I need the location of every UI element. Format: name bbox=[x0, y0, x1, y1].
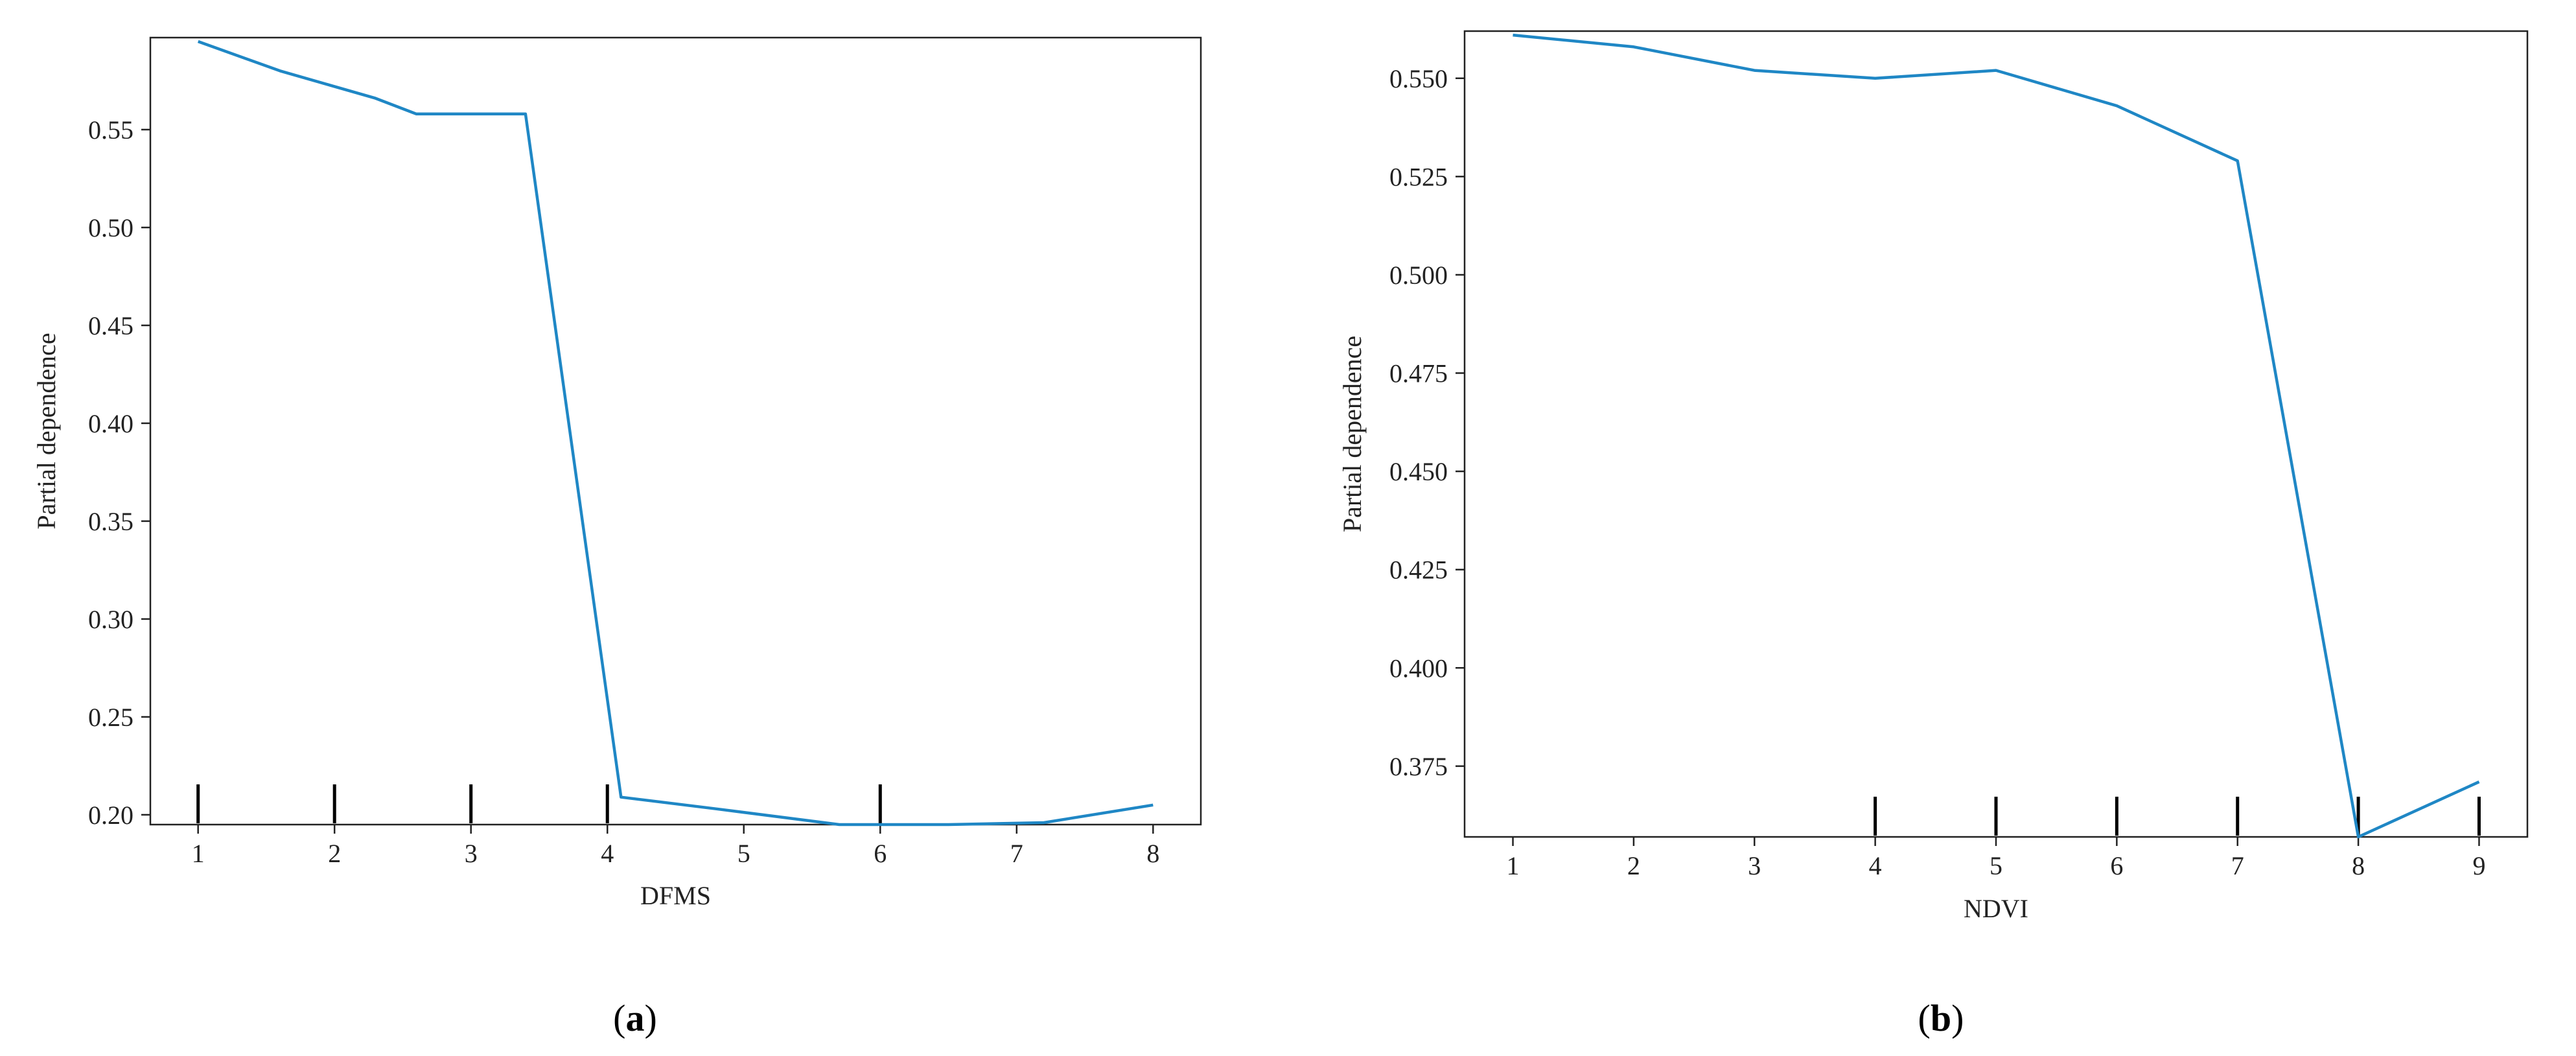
x-tick-label: 8 bbox=[1146, 839, 1159, 868]
x-tick-label: 5 bbox=[737, 839, 750, 868]
x-tick-label: 6 bbox=[874, 839, 887, 868]
x-tick-label: 7 bbox=[1010, 839, 1023, 868]
y-tick-label: 0.35 bbox=[88, 507, 133, 536]
y-tick-label: 0.20 bbox=[88, 801, 133, 830]
caption-b-letter: b bbox=[1931, 997, 1951, 1039]
x-tick-label: 3 bbox=[1748, 851, 1761, 880]
x-tick-label: 8 bbox=[2352, 851, 2365, 880]
partial-dependence-line bbox=[197, 40, 1154, 827]
caption-a-letter: a bbox=[626, 997, 645, 1039]
y-tick-label: 0.550 bbox=[1389, 64, 1448, 93]
y-tick-label: 0.55 bbox=[88, 115, 133, 145]
y-tick-label: 0.425 bbox=[1389, 556, 1448, 585]
y-tick-label: 0.30 bbox=[88, 605, 133, 634]
caption-b: (b) bbox=[1918, 997, 1964, 1039]
y-tick-label: 0.500 bbox=[1389, 261, 1448, 290]
y-tick-label: 0.45 bbox=[88, 311, 133, 340]
x-tick-label: 1 bbox=[192, 839, 205, 868]
y-tick-label: 0.525 bbox=[1389, 162, 1448, 191]
plot-frame bbox=[149, 36, 1202, 826]
x-tick-label: 1 bbox=[1507, 851, 1520, 880]
y-tick-label: 0.25 bbox=[88, 703, 133, 732]
y-axis-label: Partial dependence bbox=[1338, 336, 1367, 532]
chart-panel-b: 1 2 3 4 5 6 7 8 9 0.375 0.400 0.425 0.450 0.475 0.500 0… bbox=[1338, 30, 2529, 923]
y-tick-label: 0.375 bbox=[1389, 752, 1448, 781]
x-axis-label: NDVI bbox=[1964, 894, 2028, 923]
plot-frame bbox=[1463, 30, 2529, 838]
y-tick-label: 0.400 bbox=[1389, 653, 1448, 683]
x-tick-label: 9 bbox=[2472, 851, 2485, 880]
x-tick-label: 2 bbox=[328, 839, 341, 868]
y-tick-label: 0.40 bbox=[88, 409, 133, 438]
x-tick-label: 3 bbox=[465, 839, 478, 868]
y-tick-label: 0.450 bbox=[1389, 457, 1448, 486]
y-tick-label: 0.50 bbox=[88, 213, 133, 242]
x-axis-label: DFMS bbox=[640, 881, 711, 910]
x-tick-label: 2 bbox=[1627, 851, 1640, 880]
x-tick-label: 4 bbox=[601, 839, 614, 868]
y-tick-label: 0.475 bbox=[1389, 359, 1448, 388]
chart-panel-a: 1 2 3 4 5 6 7 8 0.20 0.25 0.30 0.35 0.40 0.45 0.50 0.55… bbox=[32, 36, 1202, 910]
x-tick-label: 5 bbox=[1990, 851, 2002, 880]
caption-a: (a) bbox=[613, 997, 657, 1039]
y-axis-label: Partial dependence bbox=[32, 333, 61, 529]
partial-dependence-line bbox=[1513, 33, 2480, 839]
x-tick-label: 6 bbox=[2110, 851, 2123, 880]
x-tick-label: 4 bbox=[1869, 851, 1882, 880]
x-tick-label: 7 bbox=[2231, 851, 2244, 880]
